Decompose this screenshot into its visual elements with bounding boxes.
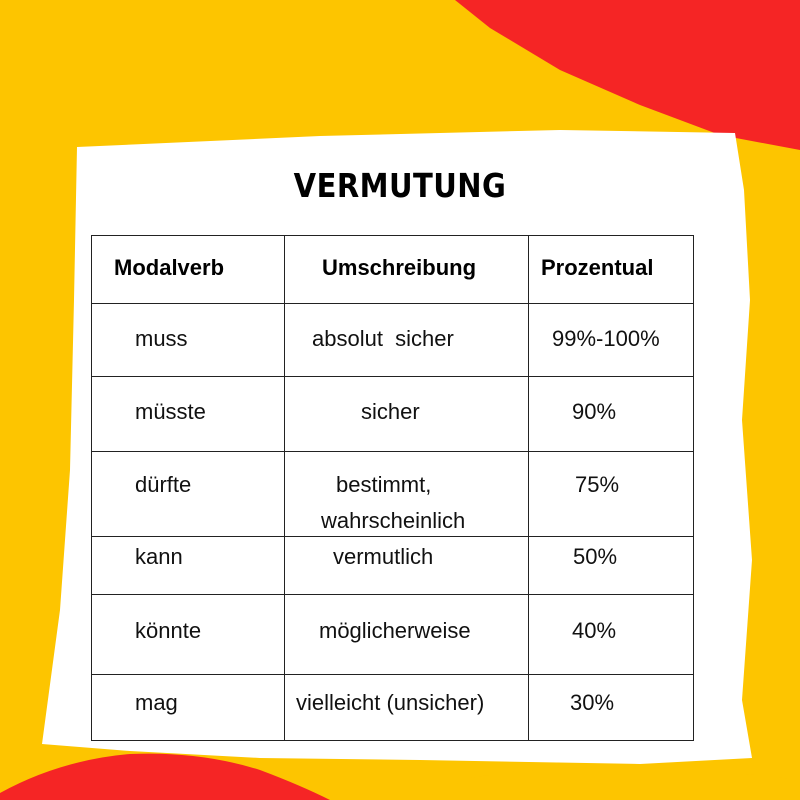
header-umschreibung: Umschreibung	[322, 255, 477, 280]
red-wave-bottom	[0, 753, 330, 800]
cell-description: möglicherweise	[319, 618, 471, 643]
cell-percent: 90%	[572, 399, 617, 424]
yellow-wave-bottom-right	[420, 766, 800, 800]
row-divider	[92, 376, 694, 377]
cell-verb: könnte	[135, 618, 202, 643]
cell-verb: kann	[135, 544, 183, 569]
column-divider	[528, 236, 529, 741]
row-divider	[92, 674, 694, 675]
red-wave-top-right	[455, 0, 800, 150]
cell-description: vermutlich	[333, 544, 434, 569]
cell-percent: 30%	[570, 690, 615, 715]
cell-description-line1: bestimmt,	[336, 472, 432, 497]
cell-verb: dürfte	[135, 472, 192, 497]
cell-percent: 50%	[573, 544, 618, 569]
cell-verb: muss	[135, 326, 188, 351]
header-prozentual: Prozentual	[541, 255, 654, 280]
row-divider	[92, 594, 694, 595]
page-title: VERMUTUNG	[293, 166, 507, 205]
cell-percent: 75%	[575, 472, 620, 497]
column-divider	[284, 236, 285, 741]
row-divider	[92, 536, 694, 537]
modal-verb-table: Modalverb Umschreibung Prozentual muss a…	[91, 235, 694, 741]
cell-verb: müsste	[135, 399, 206, 424]
cell-percent: 40%	[572, 618, 617, 643]
row-divider	[92, 451, 694, 452]
white-card	[42, 130, 752, 764]
cell-description: sicher	[361, 399, 420, 424]
header-modalverb: Modalverb	[114, 255, 225, 280]
cell-description: vielleicht (unsicher)	[296, 690, 485, 715]
cell-verb: mag	[135, 690, 178, 715]
cell-description: absolut sicher	[312, 326, 454, 351]
row-divider	[92, 303, 694, 304]
cell-description-line2: wahrscheinlich	[321, 508, 466, 533]
cell-percent: 99%-100%	[552, 326, 660, 351]
